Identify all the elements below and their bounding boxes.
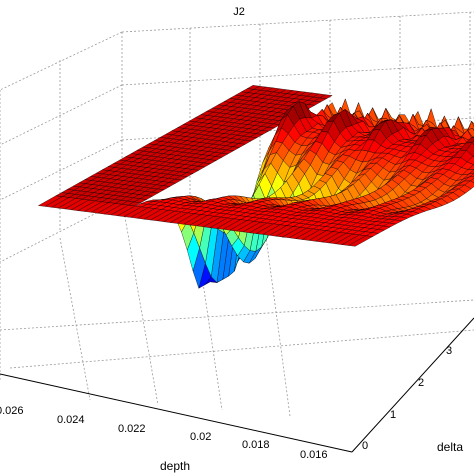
x-tick-label: 0.024 [57,414,85,426]
axes-grid [0,11,474,417]
y-tick-labels: 0 1 2 3 [362,345,452,452]
surface-facet [348,235,374,247]
x-tick-label: 0.016 [300,449,328,461]
x-tick-labels: 0.026 0.024 0.022 0.02 0.018 0.016 [0,405,328,461]
axis-lines [0,317,474,453]
x-tick-label: 0.022 [118,423,146,435]
chart-title: J2 [233,6,245,18]
y-tick-label: 2 [418,377,424,389]
y-tick-label: 3 [446,345,452,357]
surface-facet [469,173,474,178]
x-axis-label: depth [160,459,190,473]
x-tick-label: 0.026 [0,405,24,417]
x-tick-label: 0.02 [190,431,211,443]
x-tick-label: 0.018 [242,439,270,451]
surface-mesh [37,85,474,289]
surface-facet [470,178,474,183]
y-tick-label: 1 [390,409,396,421]
y-axis-label: delta [437,440,463,454]
y-tick-label: 0 [362,440,368,452]
